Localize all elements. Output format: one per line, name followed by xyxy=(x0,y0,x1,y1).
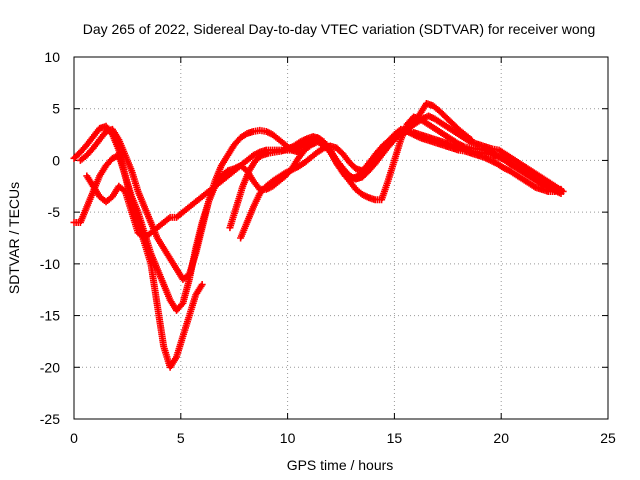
chart-title: Day 265 of 2022, Sidereal Day-to-day VTE… xyxy=(83,21,596,37)
grid-lines xyxy=(74,57,608,419)
x-tick-label: 25 xyxy=(600,430,616,446)
y-tick-label: 0 xyxy=(52,152,60,168)
series-track-e xyxy=(226,112,567,232)
x-tick-label: 15 xyxy=(387,430,403,446)
y-axis-label: SDTVAR / TECUs xyxy=(6,182,22,294)
y-tick-label: -20 xyxy=(40,359,60,375)
data-point xyxy=(557,190,565,198)
y-tick-label: -5 xyxy=(48,204,61,220)
x-axis-label: GPS time / hours xyxy=(287,457,394,473)
axis-ticks: 0 5 10 15 20 25 10 5 0 -5 -10 -15 -20 -25 xyxy=(40,49,616,446)
y-tick-label: -10 xyxy=(40,256,60,272)
x-tick-label: 10 xyxy=(280,430,296,446)
y-tick-label: -25 xyxy=(40,411,60,427)
data-points xyxy=(70,100,567,371)
data-point xyxy=(198,281,206,289)
y-tick-label: 10 xyxy=(44,49,60,65)
x-tick-label: 0 xyxy=(70,430,78,446)
y-tick-label: -15 xyxy=(40,308,60,324)
series-track-d xyxy=(70,151,206,371)
x-tick-label: 20 xyxy=(493,430,509,446)
series-track-f xyxy=(237,127,565,242)
y-tick-label: 5 xyxy=(52,101,60,117)
plot-frame xyxy=(73,56,609,420)
x-tick-label: 5 xyxy=(177,430,185,446)
